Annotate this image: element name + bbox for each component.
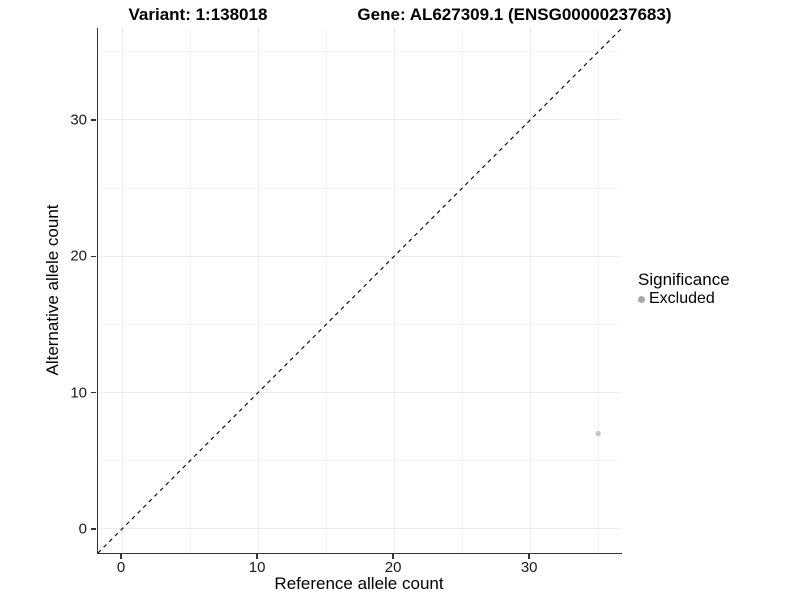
gridline-horizontal xyxy=(98,460,622,462)
plot-title-gene: Gene: AL627309.1 (ENSG00000237683) xyxy=(357,5,672,24)
x-tick-label: 0 xyxy=(116,559,126,576)
y-tick-label: 0 xyxy=(78,520,87,538)
data-point xyxy=(595,430,601,437)
plot-panel xyxy=(97,28,622,554)
y-axis-tick xyxy=(90,528,96,530)
x-axis-tick xyxy=(392,554,394,559)
legend-title: Significance xyxy=(638,270,730,289)
gridline-vertical xyxy=(597,28,599,553)
y-tick-label: 20 xyxy=(70,247,87,265)
x-axis-title: Reference allele count xyxy=(274,574,444,593)
identity-dashed-line xyxy=(98,28,622,553)
gridline-vertical xyxy=(257,28,259,553)
gridline-horizontal xyxy=(98,51,622,53)
gridline-horizontal xyxy=(98,255,622,257)
plot-title: Variant: 1:138018 Gene: AL627309.1 (ENSG… xyxy=(0,5,800,25)
gridline-horizontal xyxy=(98,119,622,121)
x-axis-tick xyxy=(256,554,258,559)
legend-item-excluded: Excluded xyxy=(638,290,730,308)
y-axis-tick xyxy=(90,255,96,258)
x-tick-label: 20 xyxy=(384,559,402,576)
plot-title-variant: Variant: 1:138018 xyxy=(128,5,268,24)
legend-key-dot-icon xyxy=(638,295,645,303)
x-tick-label: 30 xyxy=(520,559,538,576)
y-axis-tick xyxy=(90,119,96,121)
gridline-vertical xyxy=(189,28,191,553)
gridline-vertical xyxy=(393,28,395,553)
plot-canvas xyxy=(98,28,622,553)
gridline-horizontal xyxy=(98,528,622,530)
y-axis-tick xyxy=(90,391,96,394)
x-axis-tick xyxy=(528,554,530,559)
gridline-horizontal xyxy=(98,323,622,325)
gridline-vertical xyxy=(325,28,327,553)
y-tick-label: 30 xyxy=(70,111,87,129)
gridline-horizontal xyxy=(98,392,622,394)
x-tick-label: 10 xyxy=(248,559,266,576)
gridline-horizontal xyxy=(98,187,622,189)
y-axis-title: Alternative allele count xyxy=(43,204,62,376)
x-axis-tick xyxy=(120,554,122,559)
legend-item-label: Excluded xyxy=(649,290,715,307)
gridline-vertical xyxy=(121,28,123,553)
legend: Significance Excluded xyxy=(638,270,730,308)
y-tick-label: 10 xyxy=(70,384,87,402)
gridline-vertical xyxy=(529,28,531,553)
gridline-vertical xyxy=(461,28,463,553)
